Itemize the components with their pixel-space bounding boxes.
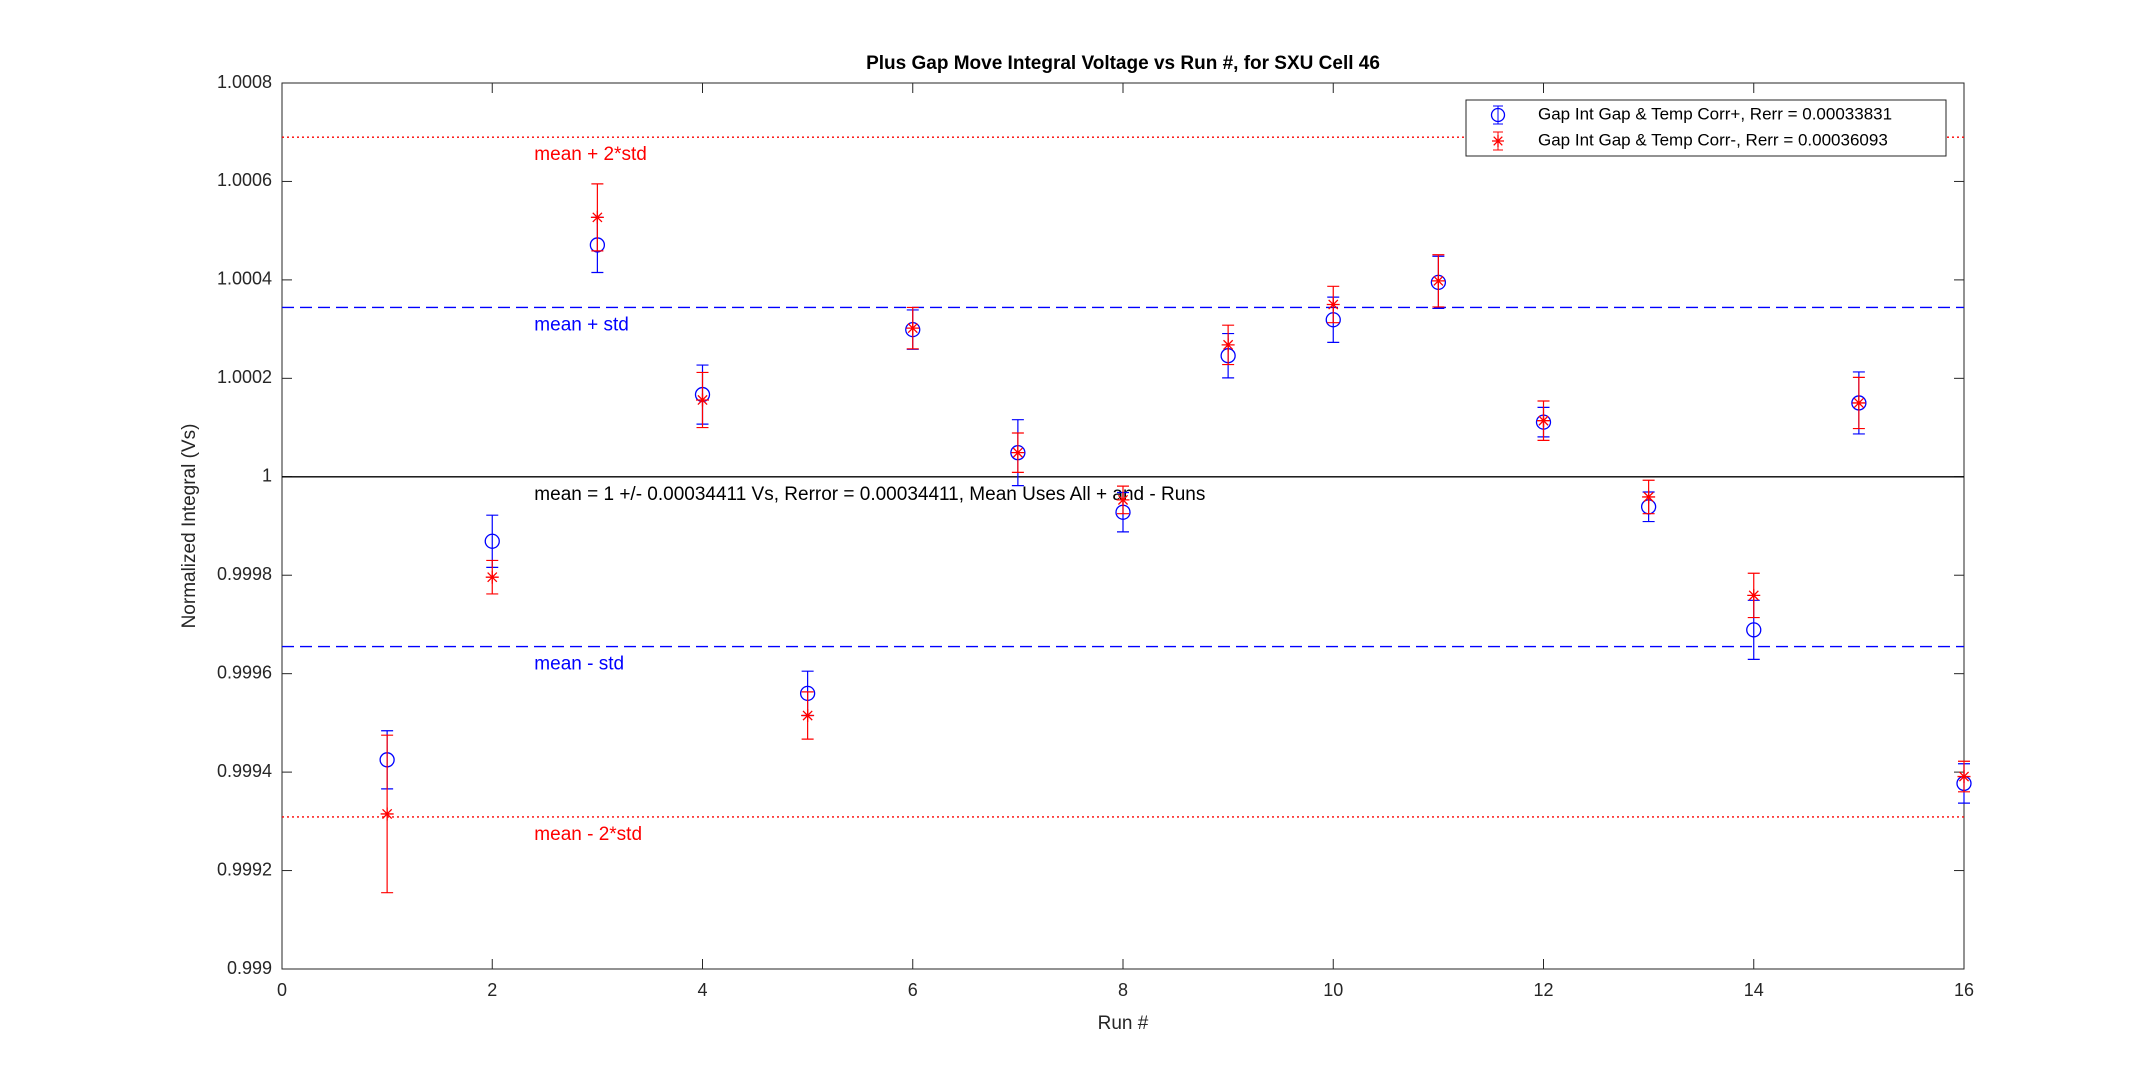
y-tick-label: 0.9994 [217, 761, 272, 781]
legend-marker [1492, 135, 1504, 147]
data-point [1746, 622, 1762, 638]
data-point [1642, 490, 1656, 504]
x-tick-label: 6 [908, 980, 918, 1000]
y-tick-label: 0.9992 [217, 859, 272, 879]
data-point [1431, 274, 1445, 288]
data-point [1011, 446, 1025, 460]
data-point [1326, 298, 1340, 311]
chart-title: Plus Gap Move Integral Voltage vs Run #,… [866, 53, 1380, 74]
y-tick-label: 0.999 [227, 958, 272, 978]
x-tick-label: 12 [1533, 980, 1553, 1000]
y-axis-label: Normalized Integral (Vs) [179, 424, 200, 629]
y-tick-label: 1.0002 [217, 367, 272, 387]
y-tick-label: 1.0004 [217, 269, 272, 289]
x-tick-label: 14 [1744, 980, 1764, 1000]
data-point [484, 533, 500, 549]
y-tick-label: 0.9998 [217, 564, 272, 584]
data-point [801, 709, 815, 723]
reference-label: mean + 2*std [534, 144, 647, 165]
data-point [906, 321, 920, 335]
x-axis-label: Run # [1098, 1013, 1149, 1034]
reference-label: mean - 2*std [534, 824, 642, 845]
x-tick-label: 2 [487, 980, 497, 1000]
x-tick-label: 0 [277, 980, 287, 1000]
data-point [1537, 414, 1550, 428]
legend-label: Gap Int Gap & Temp Corr+, Rerr = 0.00033… [1538, 104, 1892, 123]
legend-box [1465, 99, 1947, 157]
data-point [485, 570, 499, 584]
data-point [1221, 338, 1235, 352]
series [380, 183, 1971, 894]
data-point [1747, 588, 1761, 602]
x-tick-label: 10 [1323, 980, 1343, 1000]
x-tick-label: 16 [1954, 980, 1974, 1000]
x-tick-label: 4 [697, 980, 707, 1000]
legend-label: Gap Int Gap & Temp Corr-, Rerr = 0.00036… [1538, 130, 1888, 149]
data-point [1852, 396, 1866, 410]
legend: Gap Int Gap & Temp Corr+, Rerr = 0.00033… [1465, 99, 1947, 157]
data-point [1957, 770, 1971, 784]
reference-label: mean + std [534, 314, 629, 335]
data-point [590, 210, 604, 224]
data-point [380, 807, 394, 821]
y-tick-label: 1.0006 [217, 170, 272, 190]
y-tick-label: 1.0008 [217, 72, 272, 92]
reference-label: mean = 1 +/- 0.00034411 Vs, Rerror = 0.0… [534, 484, 1205, 505]
x-tick-label: 8 [1118, 980, 1128, 1000]
legend-marker [1490, 107, 1506, 123]
reference-label: mean - std [534, 654, 624, 675]
data-point [1116, 493, 1130, 507]
y-tick-label: 0.9996 [217, 662, 272, 682]
data-point [696, 393, 709, 407]
y-tick-label: 1 [262, 466, 272, 486]
